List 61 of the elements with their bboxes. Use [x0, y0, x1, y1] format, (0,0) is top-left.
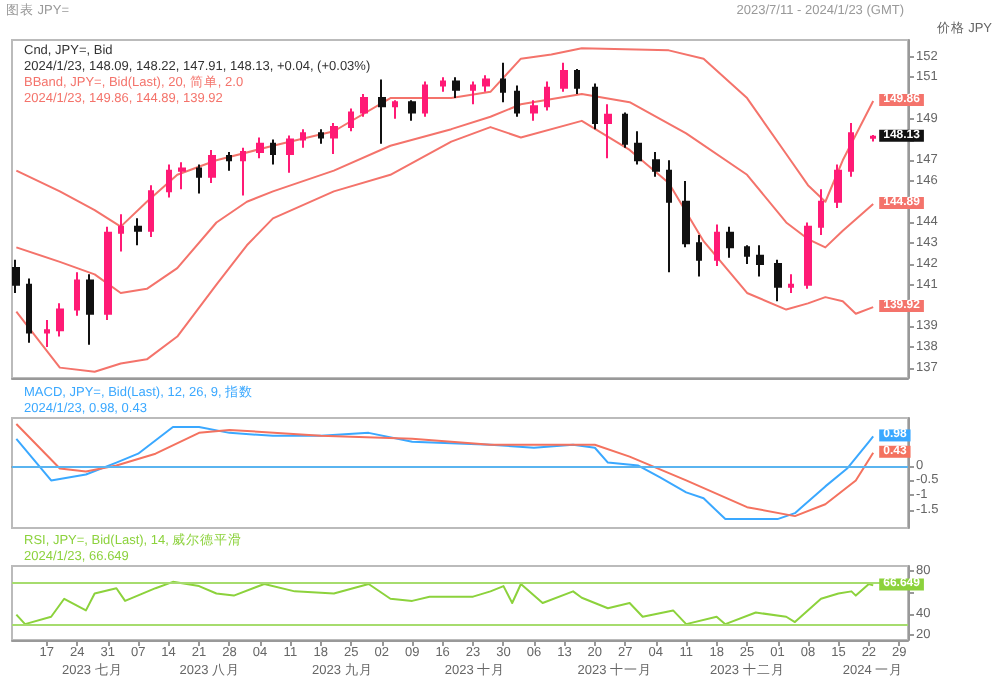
candlestick	[208, 148, 216, 185]
candlestick	[226, 150, 232, 172]
candlestick	[256, 136, 264, 160]
candlestick	[714, 223, 720, 268]
candlestick	[574, 68, 580, 95]
candlestick	[756, 244, 764, 278]
candlestick	[696, 233, 702, 278]
candlestick	[774, 258, 782, 303]
candlestick	[440, 76, 446, 93]
candlestick	[634, 130, 642, 166]
candlestick	[408, 99, 416, 122]
candlestick	[422, 80, 428, 118]
candlestick	[196, 163, 202, 195]
candlestick	[178, 161, 186, 191]
candlestick	[870, 133, 876, 143]
candlestick	[482, 74, 490, 93]
candlestick	[788, 273, 794, 294]
candlestick	[44, 318, 50, 348]
candlestick	[270, 138, 276, 166]
candlestick	[166, 163, 172, 199]
candlestick	[330, 121, 338, 156]
candlestick	[682, 180, 690, 249]
line-series	[15, 92, 875, 294]
candlestick	[514, 84, 520, 118]
candlestick	[86, 273, 94, 346]
candlestick	[530, 99, 538, 122]
candlestick	[666, 159, 672, 274]
line-series	[15, 580, 875, 626]
candlestick	[560, 61, 568, 93]
candlestick	[592, 82, 598, 131]
candlestick	[834, 163, 842, 209]
candlestick	[134, 217, 142, 247]
candlestick	[12, 258, 20, 294]
candlestick	[470, 80, 476, 106]
candlestick	[544, 80, 550, 112]
line-series	[15, 119, 875, 373]
candlestick	[622, 111, 628, 149]
candlestick	[604, 103, 612, 160]
candlestick	[148, 184, 154, 238]
line-series	[15, 47, 875, 228]
candlestick	[240, 146, 246, 197]
candlestick	[300, 128, 306, 149]
candlestick	[104, 225, 112, 321]
candlestick	[500, 61, 506, 104]
candlestick	[452, 76, 460, 100]
candlestick	[286, 134, 294, 174]
candlestick	[804, 221, 812, 290]
candlestick	[26, 277, 32, 344]
candlestick	[726, 225, 734, 259]
candlestick	[56, 302, 64, 338]
candlestick	[360, 92, 368, 118]
candlestick	[74, 271, 80, 317]
candlestick	[348, 107, 354, 133]
candlestick	[392, 99, 398, 120]
candlestick	[378, 78, 386, 145]
candlestick	[318, 128, 324, 145]
candlestick	[744, 244, 750, 265]
candlestick	[848, 121, 854, 178]
candlestick	[118, 213, 124, 253]
candlestick	[818, 188, 824, 236]
candlestick	[652, 150, 660, 178]
